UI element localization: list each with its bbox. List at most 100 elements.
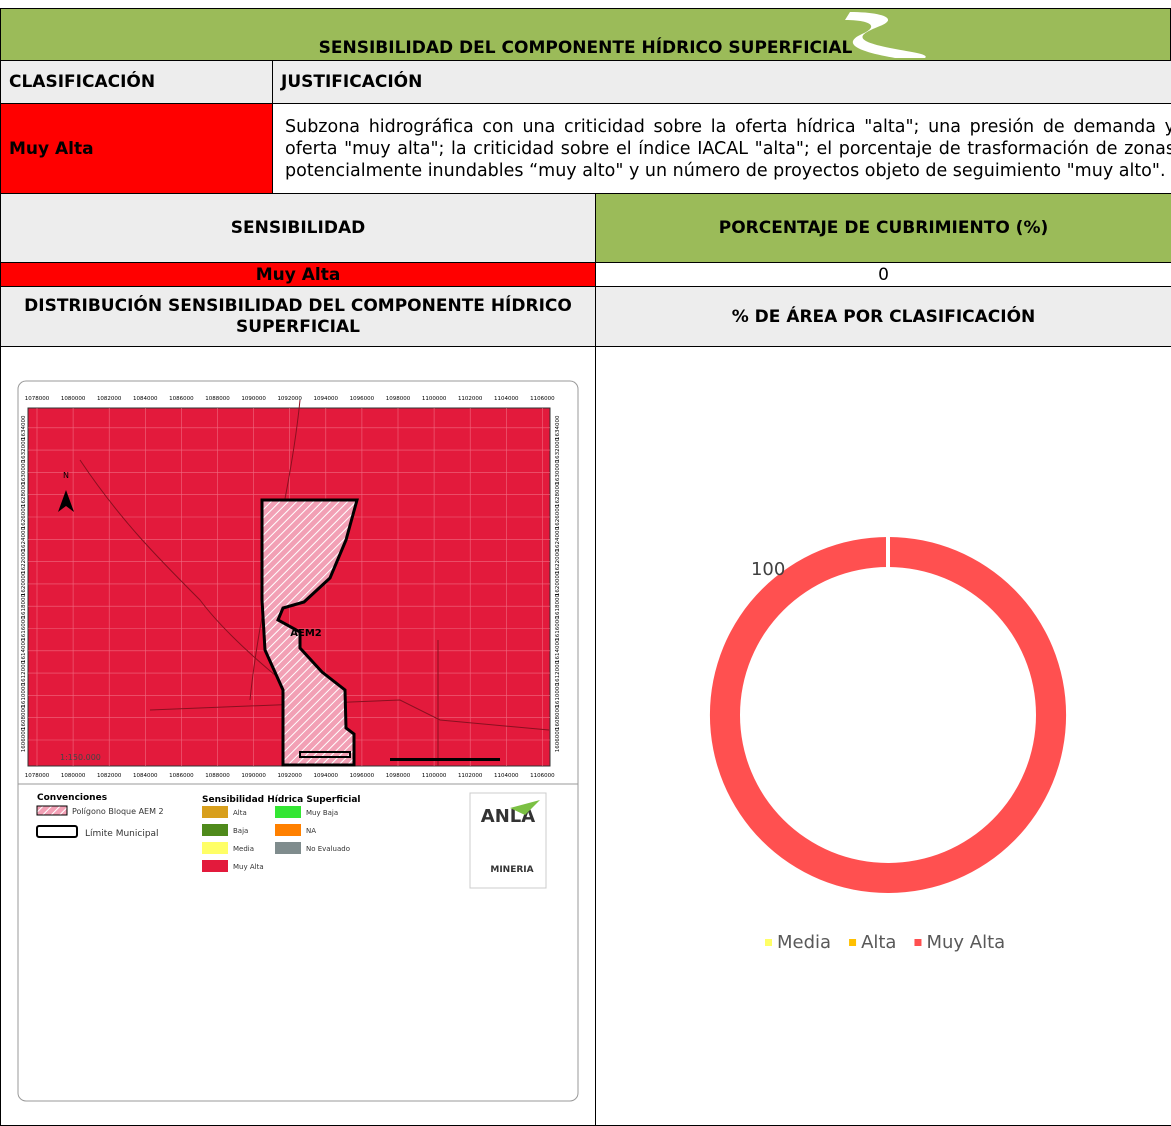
coord-label: 1624000: [555, 527, 561, 552]
legend-title: Convenciones: [37, 793, 107, 803]
justification-cell: Subzona hidrográfica con una criticidad …: [272, 103, 1171, 194]
coord-label: 1634000: [21, 415, 27, 440]
coord-label: 1632000: [21, 437, 27, 462]
coord-label: 1620000: [555, 571, 561, 596]
coord-label: 1088000: [205, 773, 230, 779]
coord-label: 1094000: [314, 773, 339, 779]
coord-label: 1090000: [241, 396, 266, 402]
coord-label: 1104000: [494, 773, 519, 779]
title: SENSIBILIDAD DEL COMPONENTE HÍDRICO SUPE…: [318, 38, 853, 58]
legend-swatch: [36, 825, 78, 838]
title-cell: SENSIBILIDAD DEL COMPONENTE HÍDRICO SUPE…: [0, 8, 1171, 61]
block-polygon: [299, 751, 351, 758]
coord-label: 1632000: [555, 437, 561, 462]
legend-swatch: [202, 806, 228, 818]
coord-label: 1618000: [555, 593, 561, 618]
legend-label: NA: [306, 827, 316, 835]
block-polygon: [260, 498, 359, 767]
river-icon: [845, 12, 926, 58]
logo: MINERIA: [490, 865, 533, 875]
header: % DE ÁREA POR CLASIFICACIÓN: [731, 306, 1036, 327]
coord-label: 1612000: [555, 660, 561, 685]
legend-label: Baja: [233, 827, 248, 835]
coord-label: 1094000: [314, 396, 339, 402]
header: PORCENTAJE DE CUBRIMIENTO (%): [718, 218, 1049, 238]
coord-label: 1618000: [21, 593, 27, 618]
coord-label: 1080000: [61, 773, 86, 779]
coord-label: 1092000: [277, 396, 302, 402]
coord-label: 1628000: [555, 482, 561, 507]
north-label: N: [63, 471, 69, 480]
legend-swatch: [275, 824, 301, 836]
legend-swatch: [36, 805, 68, 816]
coverage: 0: [878, 264, 889, 285]
coord-label: 1100000: [422, 396, 447, 402]
classification-cell: Muy Alta: [0, 103, 273, 194]
coord-label: 1098000: [386, 396, 411, 402]
coord-label: 1616000: [21, 616, 27, 641]
legend-swatch: [849, 939, 857, 946]
coord-label: 1634000: [555, 415, 561, 440]
justification: Subzona hidrográfica con una criticidad …: [285, 116, 1171, 181]
coord-label: 1612000: [21, 660, 27, 685]
legend-label: Muy Alta: [926, 932, 1005, 953]
block-label: AEM2: [290, 628, 322, 639]
legend-swatch: [202, 824, 228, 836]
legend-label: Límite Municipal: [85, 829, 159, 839]
classification: Muy Alta: [9, 138, 94, 159]
coord-label: 1100000: [422, 773, 447, 779]
legend-swatch: [275, 806, 301, 818]
coord-label: 1082000: [97, 773, 122, 779]
legend-swatch: [202, 842, 228, 854]
coord-label: 1084000: [133, 396, 158, 402]
legend-label: Muy Alta: [233, 863, 264, 871]
coord-label: 1606000: [21, 727, 27, 752]
coord-label: 1098000: [386, 773, 411, 779]
coord-label: 1104000: [494, 396, 519, 402]
coord-label: 1610000: [555, 683, 561, 708]
header: JUSTIFICACIÓN: [281, 72, 423, 92]
slice: [709, 536, 1067, 893]
legend-label: No Evaluado: [306, 845, 350, 853]
header: CLASIFICACIÓN: [9, 72, 156, 92]
coord-label: 1082000: [97, 396, 122, 402]
coord-label: 1084000: [133, 773, 158, 779]
header: DISTRIBUCIÓN SENSIBILIDAD DEL COMPONENTE…: [24, 295, 572, 337]
legend-swatch: [914, 939, 922, 946]
coord-label: 1616000: [555, 616, 561, 641]
coord-label: 1106000: [530, 773, 555, 779]
coord-label: 1624000: [21, 527, 27, 552]
header: SENSIBILIDAD: [230, 218, 366, 238]
coord-label: 1626000: [21, 504, 27, 529]
coord-label: 1606000: [555, 727, 561, 752]
scale: 1:150.000: [60, 753, 101, 762]
legend-label: Muy Baja: [306, 809, 338, 817]
scale-bar: [390, 758, 500, 761]
header-cell: % DE ÁREA POR CLASIFICACIÓN: [595, 286, 1171, 347]
legend-swatch: [275, 842, 301, 854]
coord-label: 1086000: [169, 396, 194, 402]
legend-label: Media: [777, 932, 831, 953]
coord-label: 1622000: [21, 549, 27, 574]
north-arrow: [58, 490, 74, 512]
legend-label: Media: [233, 845, 254, 853]
coord-label: 1106000: [530, 396, 555, 402]
coord-label: 1628000: [21, 482, 27, 507]
coord-label: 1092000: [277, 773, 302, 779]
legend-swatch: [202, 860, 228, 872]
legend-swatch: [765, 939, 772, 946]
header-cell: PORCENTAJE DE CUBRIMIENTO (%): [595, 193, 1171, 263]
coord-label: 1620000: [21, 571, 27, 596]
header-cell: DISTRIBUCIÓN SENSIBILIDAD DEL COMPONENTE…: [0, 286, 596, 347]
coord-label: 1096000: [350, 773, 375, 779]
legend-label: Alta: [233, 809, 247, 817]
coord-label: 1096000: [350, 396, 375, 402]
logo-box: [469, 792, 547, 889]
coord-label: 1610000: [21, 683, 27, 708]
coord-label: 1086000: [169, 773, 194, 779]
coord-label: 1078000: [25, 773, 50, 779]
coord-label: 1622000: [555, 549, 561, 574]
coord-label: 1630000: [555, 460, 561, 485]
